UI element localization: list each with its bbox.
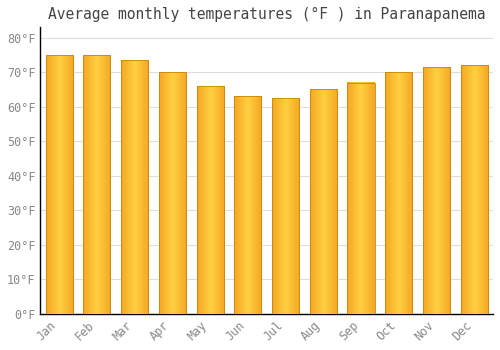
Bar [460, 65, 488, 314]
Bar [121, 60, 148, 314]
Bar [423, 67, 450, 314]
Bar [84, 55, 110, 314]
Bar [46, 55, 73, 314]
Bar [159, 72, 186, 314]
Bar [234, 96, 262, 314]
Title: Average monthly temperatures (°F ) in Paranapanema: Average monthly temperatures (°F ) in Pa… [48, 7, 486, 22]
Bar [348, 83, 374, 314]
Bar [385, 72, 412, 314]
Bar [310, 90, 337, 314]
Bar [272, 98, 299, 314]
Bar [196, 86, 224, 314]
